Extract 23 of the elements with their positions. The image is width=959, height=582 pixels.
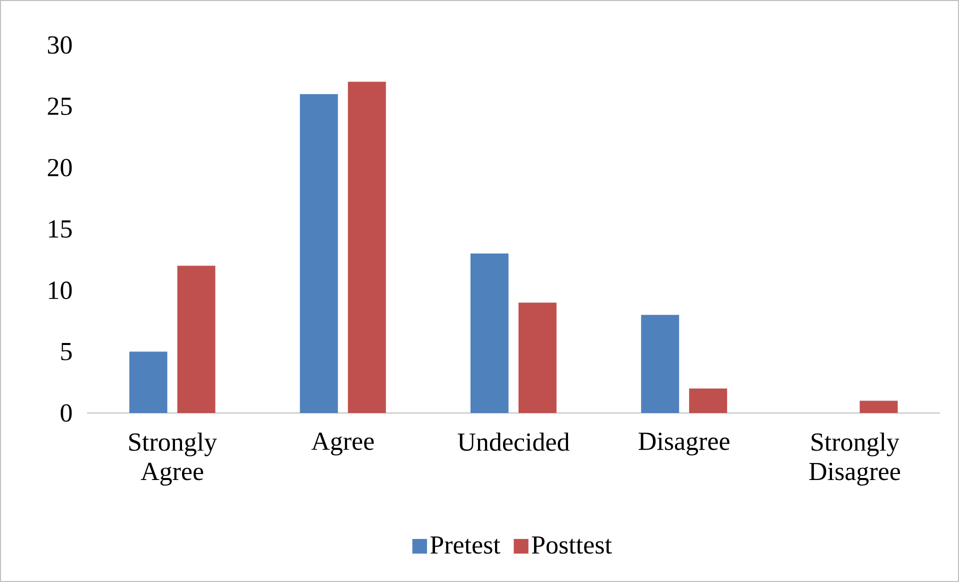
x-tick-label: Disagree <box>638 432 730 456</box>
y-tick-label: 10 <box>49 282 72 300</box>
bar <box>470 254 509 413</box>
bar <box>129 352 168 413</box>
y-tick-label: 5 <box>61 343 72 360</box>
x-tick-label: Undecided <box>458 432 570 451</box>
x-tick-label: Agree <box>311 432 374 456</box>
bar <box>860 400 898 413</box>
bar <box>641 314 680 413</box>
legend-label: Pretest <box>430 536 500 554</box>
legend-label: Posttest <box>532 536 612 554</box>
y-tick-label: 20 <box>48 158 72 176</box>
bar <box>689 388 728 413</box>
bar <box>177 266 216 413</box>
bar <box>300 94 338 413</box>
bar <box>348 82 386 413</box>
bar <box>518 302 557 413</box>
y-tick-label: 15 <box>49 220 72 238</box>
y-tick-label: 0 <box>60 404 72 422</box>
x-tick-label: Strongly Disagree <box>809 432 900 486</box>
y-tick-label: 25 <box>48 98 72 116</box>
x-tick-label: Strongly Agree <box>129 432 217 486</box>
y-tick-label: 30 <box>48 36 72 54</box>
